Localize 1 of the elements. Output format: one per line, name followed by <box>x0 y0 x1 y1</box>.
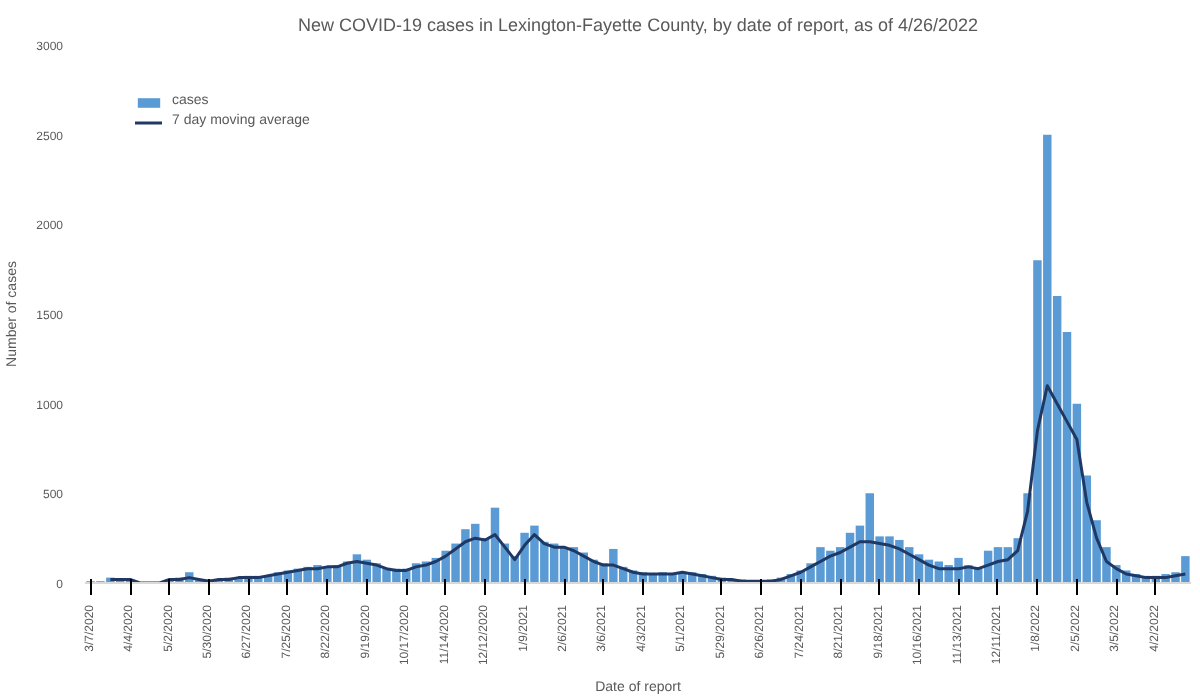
chart-title: New COVID-19 cases in Lexington-Fayette County, by date of report, as of 4/26/2022 <box>297 15 979 35</box>
